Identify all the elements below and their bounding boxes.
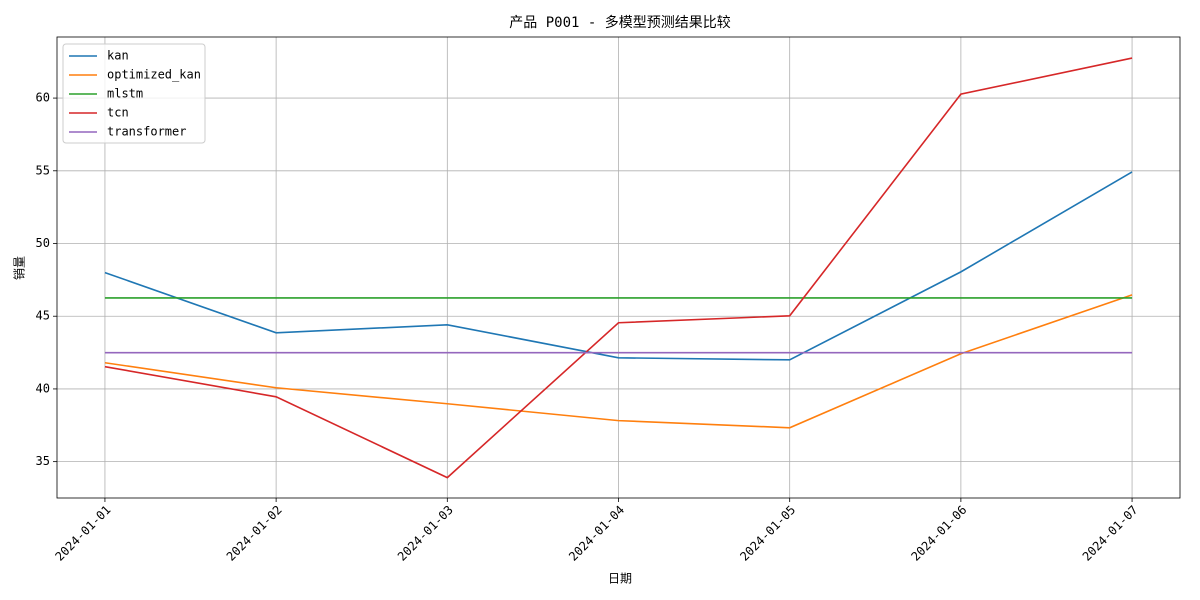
legend-label: optimized_kan	[107, 68, 201, 82]
legend-label: transformer	[107, 125, 186, 139]
x-tick-label: 2024-01-02	[224, 503, 285, 564]
y-tick-label: 50	[36, 236, 50, 250]
legend-label: kan	[107, 49, 129, 63]
series-line	[104, 171, 1133, 361]
y-tick-label: 40	[36, 381, 50, 395]
legend-label: tcn	[107, 106, 129, 120]
x-tick-label: 2024-01-01	[53, 503, 114, 564]
legend-box	[62, 43, 206, 144]
series-line	[104, 57, 1133, 479]
plot-frame	[56, 36, 1181, 499]
x-tick-label: 2024-01-03	[395, 503, 456, 564]
x-tick-label: 2024-01-07	[1080, 503, 1141, 564]
legend-label: mlstm	[107, 87, 143, 101]
y-tick-label: 45	[36, 309, 50, 323]
x-tick-label: 2024-01-05	[737, 503, 798, 564]
y-axis-label: 销量	[13, 256, 27, 280]
x-axis-label: 日期	[608, 572, 632, 586]
chart-title: 产品 P001 - 多模型预测结果比较	[509, 14, 730, 31]
series-line	[104, 294, 1133, 429]
y-tick-label: 60	[36, 91, 50, 105]
y-tick-label: 35	[36, 454, 50, 468]
x-tick-label: 2024-01-04	[566, 503, 627, 564]
x-tick-label: 2024-01-06	[908, 503, 969, 564]
y-tick-label: 55	[36, 163, 50, 177]
